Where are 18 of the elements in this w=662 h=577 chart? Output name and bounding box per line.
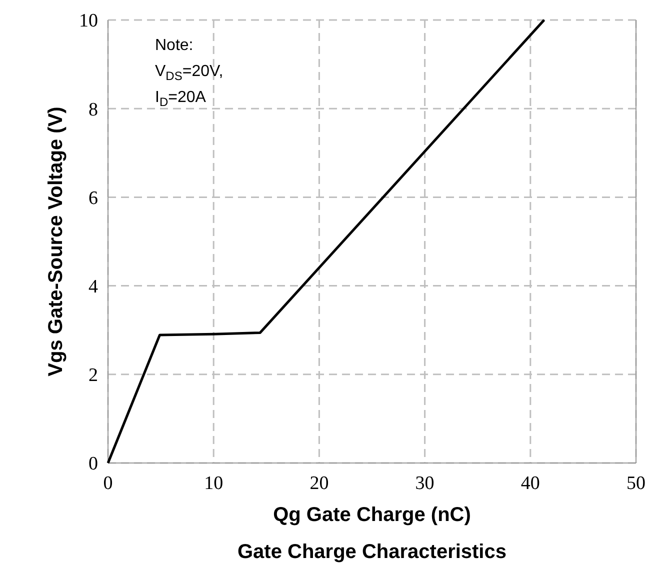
x-tick-label: 20 <box>310 473 329 494</box>
x-tick-label: 50 <box>626 473 646 494</box>
y-tick-label: 8 <box>88 99 98 120</box>
text: Gate Charge Characteristics <box>237 541 507 563</box>
x-tick-label: 10 <box>204 473 224 494</box>
x-tick-label: 0 <box>103 473 113 494</box>
x-tick-label: 40 <box>520 473 540 494</box>
y-tick-label: 0 <box>88 454 98 475</box>
y-tick-label: 10 <box>79 10 98 32</box>
x-axis-title: Qg Gate Charge (nC) <box>273 504 471 526</box>
y-axis-title: Vgs Gate-Source Voltage (V) <box>45 106 67 376</box>
y-tick-label: 2 <box>88 365 98 386</box>
annotation: I$_{D}$=20A <box>155 89 206 109</box>
x-tick-label: 30 <box>415 473 434 494</box>
annotation: Note: <box>155 37 194 54</box>
annotation: V$_{DS}$=20V, <box>155 63 224 83</box>
y-tick-label: 4 <box>88 276 98 298</box>
y-tick-label: 6 <box>88 188 98 209</box>
